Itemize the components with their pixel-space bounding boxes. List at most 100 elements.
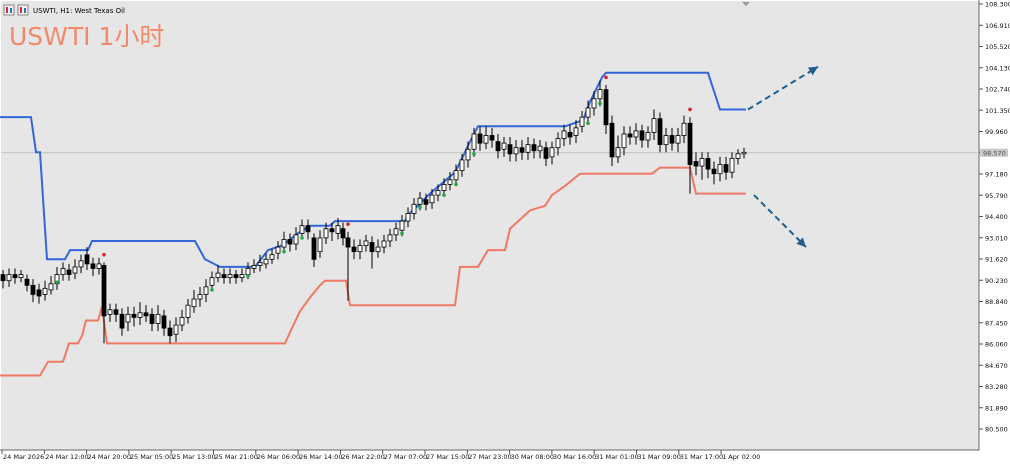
candle [507,137,513,162]
candle-body [101,265,107,317]
price-axis[interactable]: 108.300 106.910 105.520 104.130 102.740 101.3… [979,1,1010,434]
candle-body [423,199,429,205]
candle [627,126,633,145]
candle-body [275,246,281,254]
candle [113,303,119,322]
candle [369,236,375,269]
candle-body [537,145,543,152]
price-tick-label: 105.520 [985,43,1010,51]
candle-body [501,142,507,150]
price-tick-label: 84.670 [985,362,1008,370]
candle [435,184,441,202]
candle-body [173,324,179,335]
candle-body [417,197,423,205]
candle [519,140,525,160]
candle-body [167,327,173,337]
time-tick-label: 26 Mar 06:00 [257,453,300,461]
candle [185,299,191,324]
candle-body [36,289,42,297]
time-tick-label: 26 Mar 14:00 [299,453,342,461]
candle [699,152,705,180]
candle [483,126,489,150]
candle [143,305,149,322]
candle [585,100,591,125]
candle [549,141,555,165]
candle [639,124,645,148]
candle-body [90,263,96,269]
price-tick-label: 87.450 [985,319,1008,327]
chart-window-icon-2[interactable] [17,4,29,16]
chart-window-icon-1[interactable] [3,4,15,16]
time-tick-label: 1 Apr 02:00 [722,453,760,461]
price-tick-label: 99.960 [985,128,1008,136]
candle [72,259,78,280]
candle [453,164,459,186]
candle-body [131,313,137,318]
candle-body [495,141,501,152]
candle [101,262,107,344]
candle [173,317,179,342]
candle-body [269,254,275,260]
candle-body [60,268,66,275]
candle [96,257,102,275]
candle-body [24,278,30,286]
overlay-title: USWTI 1小时 [9,22,164,51]
price-tick-label: 101.350 [985,107,1010,115]
candle-body [335,225,341,234]
candle-body [215,272,221,279]
candle-body [519,147,525,153]
candle-body [549,147,555,158]
candle-body [227,274,233,279]
time-tick-label: 27 Mar 07:00 [384,453,427,461]
price-tick-label: 83.280 [985,383,1008,391]
buy-signal-dot [55,280,59,285]
candle [30,279,36,303]
candle [12,268,18,284]
candle [345,231,351,301]
candle [18,270,24,283]
arrow-head-icon [796,237,806,248]
candle [36,283,42,304]
candle [651,109,657,141]
candle-body [125,313,131,323]
price-tick-label: 80.500 [985,426,1008,434]
candle-body [615,147,621,158]
candle [717,156,723,182]
candle-body [6,274,12,282]
candle-body [119,313,125,329]
candle [311,233,317,267]
candle-body [66,269,72,275]
candle [90,257,96,277]
candle [293,227,299,251]
buy-signal-dot [210,288,214,292]
buy-signal-dot [598,101,602,106]
candle-body [18,274,24,279]
candle-body [675,135,681,144]
candle-body [525,144,531,153]
candle [6,268,12,287]
scroll-marker-icon[interactable] [742,2,750,6]
candle-body [657,118,663,146]
candle-body [179,316,185,326]
candle-body [221,274,227,279]
candle [405,207,411,228]
candle-body [729,158,735,173]
candle [227,268,233,284]
price-tick-label: 93.010 [985,234,1008,242]
candle [233,270,239,284]
price-tick-label: 90.230 [985,277,1008,285]
candle [329,222,335,241]
candle-body [251,265,257,269]
time-tick-label: 31 Mar 09:00 [638,453,681,461]
candle [615,135,621,163]
candle-body [197,294,203,300]
candle-body [717,164,723,175]
plot-area[interactable] [1,1,979,450]
candle-body [411,203,417,214]
candle [603,85,609,134]
candle-body [287,239,293,245]
candle-body [651,118,657,133]
candle-body [299,225,305,234]
